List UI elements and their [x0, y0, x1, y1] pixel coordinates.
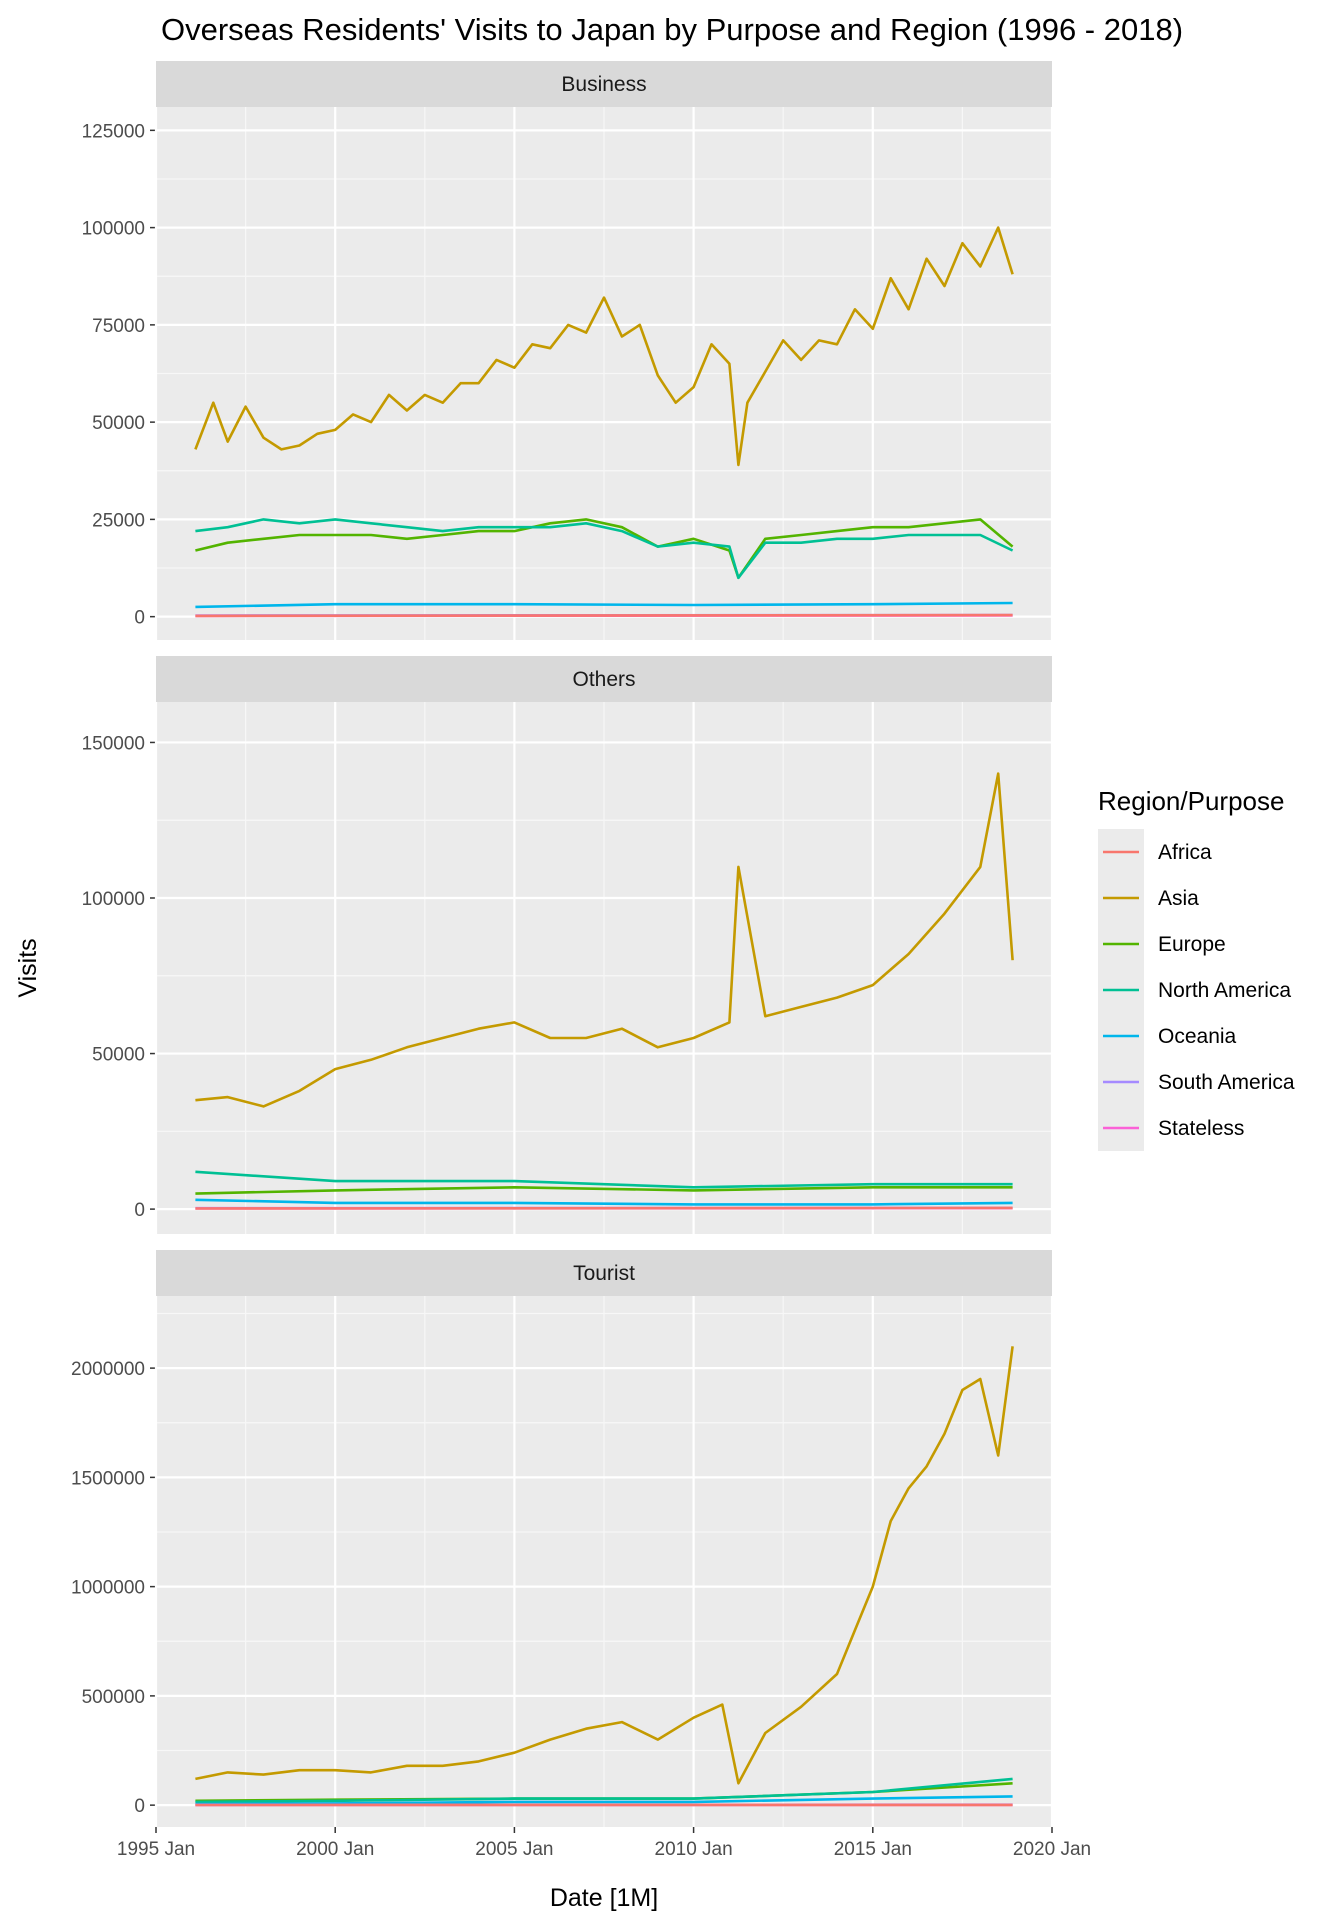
legend-label: Europe: [1158, 933, 1226, 956]
x-tick-label: 2015 Jan: [834, 1839, 912, 1860]
legend-item: Europe: [1098, 921, 1226, 967]
y-tick-label: 500000: [82, 1687, 145, 1708]
x-axis-title: Date [1M]: [550, 1884, 658, 1912]
legend-label: Oceania: [1158, 1025, 1237, 1048]
facet-strip-label: Tourist: [573, 1262, 635, 1285]
legend-item: Africa: [1098, 829, 1212, 875]
y-tick-label: 75000: [92, 316, 145, 337]
x-tick-label: 2000 Jan: [296, 1839, 374, 1860]
y-tick-label: 100000: [82, 889, 145, 910]
y-tick-label: 0: [134, 608, 145, 629]
x-tick-label: 2010 Jan: [655, 1839, 733, 1860]
y-tick-label: 1000000: [71, 1578, 145, 1599]
legend-label: Africa: [1158, 841, 1212, 864]
legend-label: North America: [1158, 979, 1291, 1002]
legend-item: Oceania: [1098, 1013, 1237, 1059]
y-axis-title: Visits: [14, 938, 42, 997]
y-tick-label: 0: [134, 1200, 145, 1221]
y-tick-label: 50000: [92, 1045, 145, 1066]
legend-label: South America: [1158, 1071, 1295, 1094]
legend-label: Stateless: [1158, 1117, 1244, 1140]
facet-others: Others 0 50000 100000 150000: [82, 656, 1052, 1234]
series-line-africa: [195, 615, 1012, 616]
x-tick-label: 1995 Jan: [117, 1839, 195, 1860]
legend-item: Stateless: [1098, 1105, 1244, 1151]
legend-label: Asia: [1158, 887, 1199, 910]
y-tick-label: 150000: [82, 733, 145, 754]
facet-strip-label: Business: [561, 73, 646, 96]
y-tick-label: 2000000: [71, 1359, 145, 1380]
legend: Region/Purpose Africa Asia Europe North Amer…: [1098, 786, 1295, 1151]
y-tick-label: 125000: [82, 121, 145, 142]
series-line-africa: [195, 1208, 1012, 1209]
chart-title: Overseas Residents' Visits to Japan by P…: [161, 12, 1183, 47]
y-tick-label: 1500000: [71, 1468, 145, 1489]
legend-item: South America: [1098, 1059, 1295, 1105]
facet-business: Business 0 25000 50000 75000 100000 125000: [82, 61, 1052, 640]
y-tick-label: 50000: [92, 413, 145, 434]
facet-strip-label: Others: [572, 668, 635, 691]
facet-tourist: Tourist 0 500000 1000000 1500000 2000000 1995 …: [71, 1250, 1091, 1860]
legend-item: Asia: [1098, 875, 1199, 921]
x-tick-label: 2020 Jan: [1013, 1839, 1091, 1860]
x-tick-label: 2005 Jan: [475, 1839, 553, 1860]
y-tick-label: 100000: [82, 219, 145, 240]
legend-item: North America: [1098, 967, 1291, 1013]
y-tick-label: 25000: [92, 510, 145, 531]
legend-title: Region/Purpose: [1098, 786, 1284, 816]
y-tick-label: 0: [134, 1796, 145, 1817]
facet-panels: Business 0 25000 50000 75000 100000 125000 Othe…: [71, 61, 1091, 1860]
